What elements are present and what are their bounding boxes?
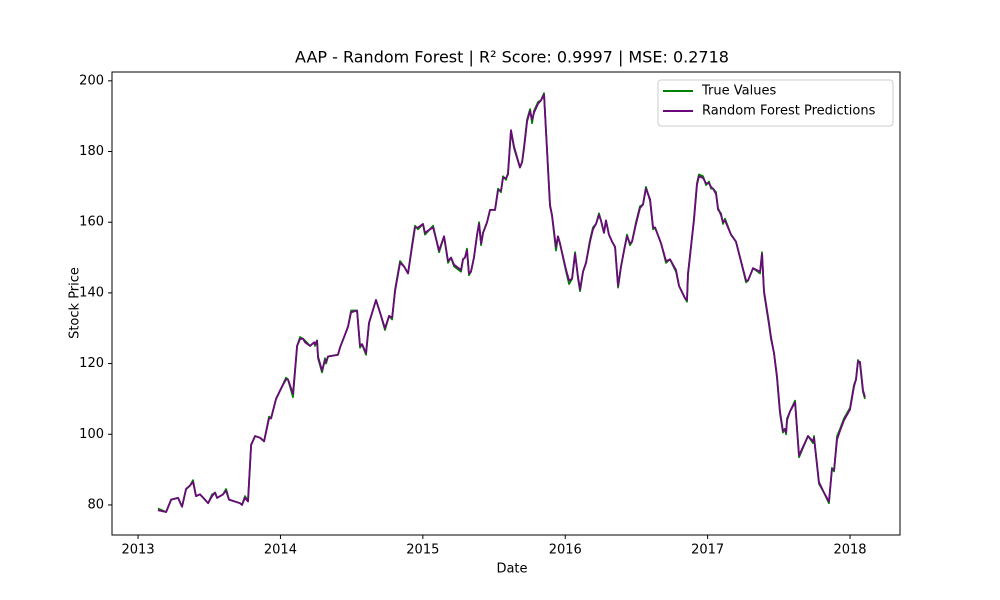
legend-label: True Values <box>701 84 776 99</box>
y-axis-label: Stock Price <box>68 267 83 339</box>
y-tick-label: 200 <box>79 73 104 88</box>
y-tick-label: 80 <box>87 497 104 512</box>
x-tick-label: 2013 <box>122 543 155 558</box>
x-axis-label: Date <box>496 562 527 577</box>
y-tick-label: 120 <box>79 356 104 371</box>
y-tick-label: 140 <box>79 285 104 300</box>
y-tick-label: 180 <box>79 144 104 159</box>
y-tick-label: 160 <box>79 215 104 230</box>
plot-frame <box>111 71 901 536</box>
chart-title: AAP - Random Forest | R² Score: 0.9997 |… <box>295 48 729 67</box>
line-series <box>157 94 866 513</box>
x-tick-label: 2015 <box>406 543 439 558</box>
legend-box <box>657 79 894 127</box>
x-tick-label: 2017 <box>691 543 724 558</box>
x-tick-label: 2018 <box>833 543 866 558</box>
legend-label: Random Forest Predictions <box>702 104 876 119</box>
x-tick-label: 2016 <box>549 543 582 558</box>
x-tick-label: 2014 <box>264 543 297 558</box>
y-tick-label: 100 <box>79 427 104 442</box>
